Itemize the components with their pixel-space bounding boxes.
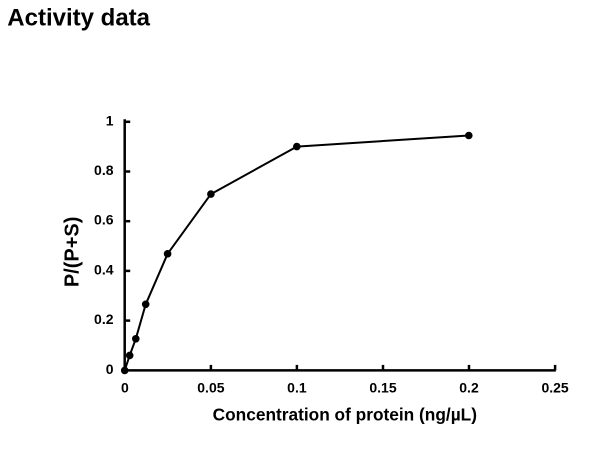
svg-text:0.4: 0.4 xyxy=(94,261,114,277)
svg-text:0.2: 0.2 xyxy=(459,380,479,396)
svg-text:0.6: 0.6 xyxy=(94,212,114,228)
svg-text:0: 0 xyxy=(106,361,114,377)
svg-text:0.15: 0.15 xyxy=(369,380,396,396)
svg-text:0.25: 0.25 xyxy=(541,380,568,396)
svg-text:Activity data: Activity data xyxy=(7,4,150,31)
svg-text:0: 0 xyxy=(121,380,129,396)
svg-text:0.05: 0.05 xyxy=(197,380,224,396)
svg-text:0.2: 0.2 xyxy=(94,311,114,327)
svg-text:P/(P+S): P/(P+S) xyxy=(61,217,83,288)
svg-text:1: 1 xyxy=(106,112,114,128)
svg-text:Concentration of protein (ng/µ: Concentration of protein (ng/µL) xyxy=(213,404,477,424)
svg-text:0.1: 0.1 xyxy=(287,380,307,396)
svg-text:0.8: 0.8 xyxy=(94,162,114,178)
